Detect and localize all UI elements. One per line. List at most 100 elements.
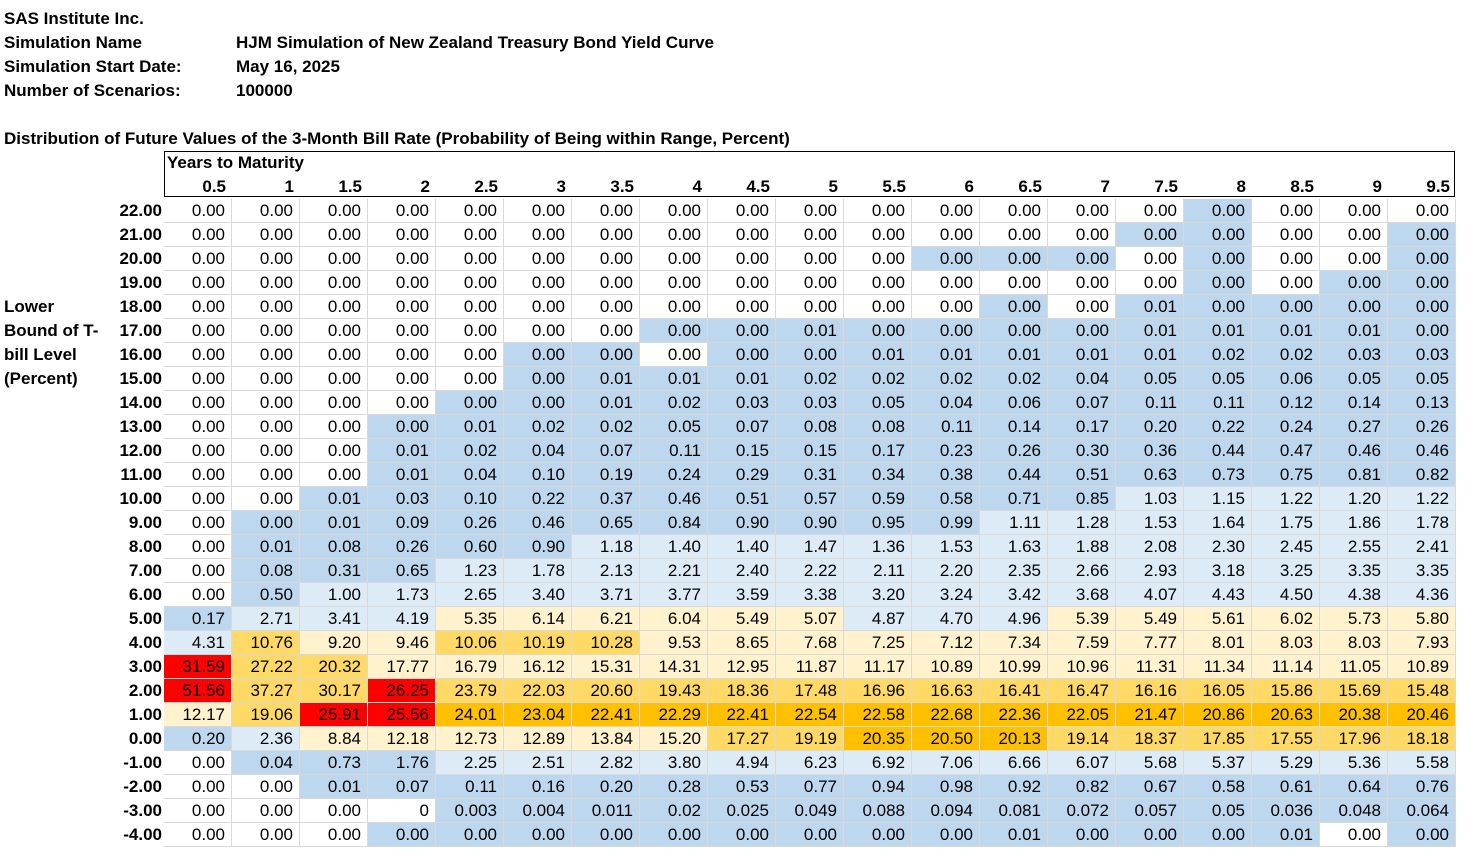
table-cell: 0.00: [504, 391, 572, 415]
table-cell: 0.85: [1048, 487, 1116, 511]
table-cell: 0.11: [912, 415, 980, 439]
table-cell: 3.68: [1048, 583, 1116, 607]
table-cell: 8.65: [708, 631, 776, 655]
table-cell: 20.86: [1184, 703, 1252, 727]
table-cell: 0.00: [776, 823, 844, 847]
table-cell: 0.76: [1388, 775, 1456, 799]
table-cell: 0.00: [572, 199, 640, 223]
table-cell: 19.06: [232, 703, 300, 727]
table-cell: 0.011: [572, 799, 640, 823]
table-cell: 0.00: [164, 247, 232, 271]
table-cell: 25.56: [368, 703, 436, 727]
table-cell: 0.57: [776, 487, 844, 511]
table-cell: 3.38: [776, 583, 844, 607]
table-cell: 19.43: [640, 679, 708, 703]
table-cell: 0.02: [504, 415, 572, 439]
table-cell: 0.00: [232, 295, 300, 319]
table-cell: 7.77: [1116, 631, 1184, 655]
table-cell: 0.00: [436, 271, 504, 295]
table-cell: 2.82: [572, 751, 640, 775]
table-cell: 0.11: [640, 439, 708, 463]
table-cell: 0.02: [980, 367, 1048, 391]
table-cell: 0.00: [368, 367, 436, 391]
table-cell: 20.46: [1388, 703, 1456, 727]
table-cell: 21.47: [1116, 703, 1184, 727]
table-cell: 0.00: [300, 367, 368, 391]
table-cell: 0.90: [776, 511, 844, 535]
table-cell: 5.80: [1388, 607, 1456, 631]
table-cell: 2.11: [844, 559, 912, 583]
table-cell: 0.08: [232, 559, 300, 583]
table-cell: 3.25: [1252, 559, 1320, 583]
simulation-name-row: Simulation Name HJM Simulation of New Zea…: [4, 31, 714, 55]
table-cell: 0.07: [572, 439, 640, 463]
table-cell: 0.025: [708, 799, 776, 823]
table-cell: 22.54: [776, 703, 844, 727]
table-cell: 9.46: [368, 631, 436, 655]
table-cell: 0.00: [504, 295, 572, 319]
table-cell: 0.00: [232, 511, 300, 535]
table-cell: 0.14: [980, 415, 1048, 439]
table-cell: 0.98: [912, 775, 980, 799]
table-cell: 0.00: [300, 271, 368, 295]
table-cell: 0.00: [1048, 247, 1116, 271]
table-cell: 17.85: [1184, 727, 1252, 751]
table-cell: 0.00: [572, 223, 640, 247]
row-header: 11.00: [120, 465, 162, 484]
table-cell: 12.95: [708, 655, 776, 679]
table-cell: 0.00: [1184, 247, 1252, 271]
table-cell: 0.81: [1320, 463, 1388, 487]
table-cell: 0.00: [572, 343, 640, 367]
table-cell: 20.13: [980, 727, 1048, 751]
table-cell: 0.01: [640, 367, 708, 391]
table-cell: 15.86: [1252, 679, 1320, 703]
table-cell: 0.02: [1252, 343, 1320, 367]
table-cell: 0.44: [1184, 439, 1252, 463]
row-header: 16.00: [119, 345, 162, 364]
row-header: 5.00: [128, 609, 162, 628]
table-cell: 0.26: [980, 439, 1048, 463]
table-cell: 0.00: [1116, 823, 1184, 847]
table-cell: 0.20: [1116, 415, 1184, 439]
table-cell: 27.22: [232, 655, 300, 679]
table-cell: 0.00: [164, 487, 232, 511]
table-cell: 2.21: [640, 559, 708, 583]
table-cell: 0.00: [164, 583, 232, 607]
table-cell: 0.00: [368, 391, 436, 415]
table-cell: 25.91: [300, 703, 368, 727]
table-cell: 2.71: [232, 607, 300, 631]
table-cell: 0.00: [232, 367, 300, 391]
table-cell: 0.00: [912, 247, 980, 271]
table-cell: 37.27: [232, 679, 300, 703]
table-cell: 0.84: [640, 511, 708, 535]
table-cell: 20.38: [1320, 703, 1388, 727]
table-cell: 1.53: [1116, 511, 1184, 535]
table-cell: 0.00: [300, 295, 368, 319]
table-cell: 16.41: [980, 679, 1048, 703]
table-cell: 0.71: [980, 487, 1048, 511]
table-cell: 0.00: [164, 511, 232, 535]
table-cell: 0.00: [1320, 223, 1388, 247]
table-cell: 1.53: [912, 535, 980, 559]
table-cell: 0.00: [1252, 271, 1320, 295]
table-cell: 0.03: [1320, 343, 1388, 367]
table-cell: 0.072: [1048, 799, 1116, 823]
table-cell: 0.00: [844, 223, 912, 247]
table-cell: 2.25: [436, 751, 504, 775]
table-cell: 2.51: [504, 751, 572, 775]
table-cell: 30.17: [300, 679, 368, 703]
table-cell: 2.65: [436, 583, 504, 607]
table-cell: 1.00: [300, 583, 368, 607]
table-cell: 0.00: [980, 295, 1048, 319]
column-header: 7.5: [1154, 177, 1178, 196]
table-cell: 11.34: [1184, 655, 1252, 679]
table-cell: 0.50: [232, 583, 300, 607]
table-cell: 6.07: [1048, 751, 1116, 775]
table-cell: 0.24: [1252, 415, 1320, 439]
row-header: -4.00: [123, 825, 162, 844]
table-cell: 5.61: [1184, 607, 1252, 631]
table-cell: 3.42: [980, 583, 1048, 607]
table-cell: 4.43: [1184, 583, 1252, 607]
table-cell: 0.00: [640, 199, 708, 223]
table-cell: 0.00: [1184, 823, 1252, 847]
